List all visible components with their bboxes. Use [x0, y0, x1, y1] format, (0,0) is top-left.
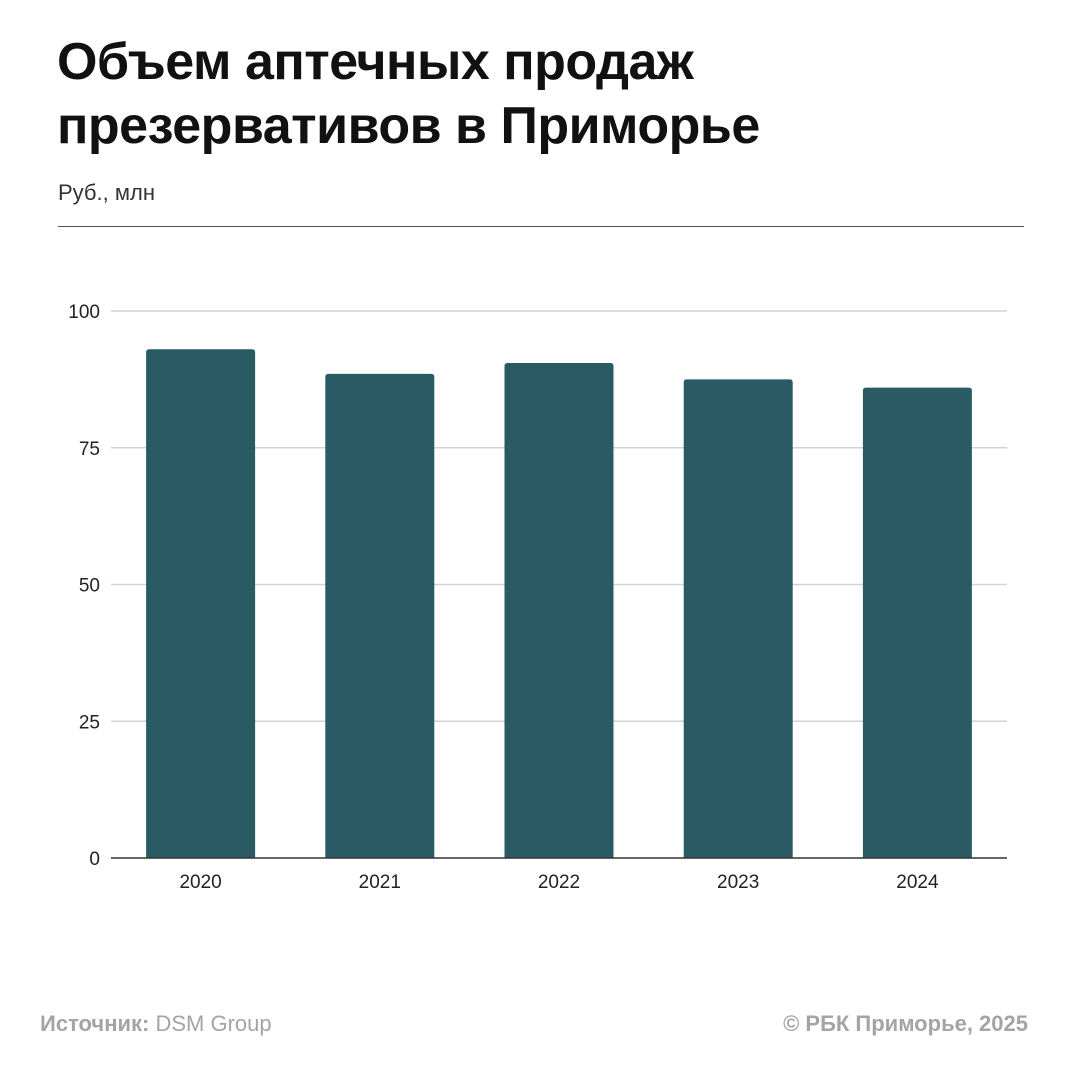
x-tick-label: 2021 [359, 872, 401, 893]
header-divider [58, 226, 1024, 227]
x-tick-label: 2024 [896, 872, 939, 893]
bars [146, 349, 972, 858]
bar-2023 [683, 379, 793, 858]
y-tick-label: 0 [89, 849, 100, 870]
copyright: © РБК Приморье, 2025 [783, 1011, 1028, 1036]
y-tick-label: 50 [79, 576, 100, 597]
source-label: Источник: [40, 1011, 150, 1036]
source-value: DSM Group [155, 1011, 272, 1036]
y-tick-label: 100 [68, 302, 100, 323]
page-title: Объем аптечных продаж презервативов в Пр… [57, 33, 760, 155]
bar-chart: 0 25 50 75 100 2020 2021 2022 2023 2024 [68, 302, 1007, 893]
bar-2024 [862, 387, 972, 858]
bar-2020 [146, 349, 256, 858]
y-tick-label: 25 [79, 712, 100, 733]
y-tick-label: 75 [79, 439, 100, 460]
x-tick-label: 2022 [538, 872, 580, 893]
source-note: Источник: DSM Group [40, 1010, 272, 1038]
axes: 0 25 50 75 100 2020 2021 2022 2023 2024 [68, 302, 1007, 893]
bar-2022 [504, 362, 614, 858]
x-tick-label: 2020 [179, 872, 221, 893]
units-subtitle: Руб., млн [58, 180, 155, 205]
x-tick-label: 2023 [717, 872, 759, 893]
bar-2021 [325, 373, 435, 858]
